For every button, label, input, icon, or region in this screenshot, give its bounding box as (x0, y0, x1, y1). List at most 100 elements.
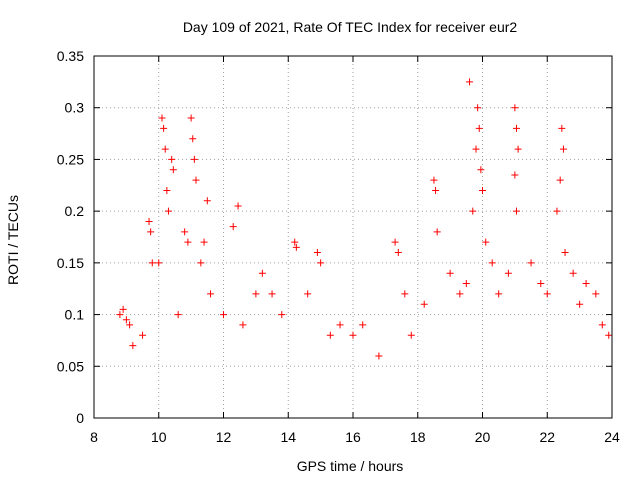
data-point (234, 202, 242, 210)
data-point (537, 280, 545, 288)
x-tick-label: 24 (604, 429, 620, 445)
data-point (190, 155, 198, 163)
data-point (495, 290, 503, 298)
tick-layer: 8 10 12 14 16 18 20 22 24 0 0.05 0.1 0.15 0.2 0.25 0.3 0… (57, 48, 620, 445)
grid-layer (94, 56, 612, 418)
data-point (466, 78, 474, 86)
data-point (164, 207, 172, 215)
data-point (407, 331, 415, 339)
data-point (391, 238, 399, 246)
y-tick-label: 0 (76, 410, 84, 426)
data-point (556, 176, 564, 184)
data-point (187, 114, 195, 122)
data-point (527, 259, 535, 267)
data-point (326, 331, 334, 339)
data-point (181, 228, 189, 236)
x-tick-label: 22 (539, 429, 555, 445)
data-point (401, 290, 409, 298)
data-point (268, 290, 276, 298)
data-point (161, 145, 169, 153)
data-point (278, 311, 286, 319)
y-tick-label: 0.35 (57, 48, 84, 64)
data-point (147, 228, 155, 236)
data-point (349, 331, 357, 339)
y-axis-label: ROTI / TECUs (5, 195, 21, 285)
data-point (207, 290, 215, 298)
data-point (252, 290, 260, 298)
y-tick-label: 0.05 (57, 358, 84, 374)
data-point (200, 238, 208, 246)
data-point (292, 243, 300, 251)
data-point (317, 259, 325, 267)
x-tick-label: 16 (345, 429, 361, 445)
data-point (482, 238, 490, 246)
data-point (220, 311, 227, 319)
x-axis-label: GPS time / hours (297, 458, 404, 474)
data-point (488, 259, 496, 267)
data-point (169, 166, 177, 174)
data-point (139, 331, 147, 339)
data-point (119, 305, 127, 313)
data-point (462, 280, 470, 288)
data-point (504, 269, 512, 277)
data-point (122, 316, 130, 324)
data-point (158, 114, 166, 122)
data-point (446, 269, 454, 277)
data-point (472, 145, 480, 153)
data-point (475, 124, 483, 132)
data-point (174, 311, 182, 319)
data-point (336, 321, 344, 329)
y-tick-label: 0.2 (65, 203, 85, 219)
data-point (512, 124, 520, 132)
y-tick-label: 0.15 (57, 255, 84, 271)
x-tick-label: 10 (151, 429, 167, 445)
data-point (145, 217, 153, 225)
data-point (430, 176, 438, 184)
data-point (479, 186, 486, 194)
data-point (469, 207, 477, 215)
y-tick-label: 0.25 (57, 151, 84, 167)
data-point (184, 238, 192, 246)
data-point (148, 259, 156, 267)
data-point (559, 145, 567, 153)
data-point (258, 269, 266, 277)
x-tick-label: 8 (90, 429, 98, 445)
data-point (511, 171, 519, 179)
data-point (420, 300, 428, 308)
data-point (553, 207, 561, 215)
data-point (432, 186, 440, 194)
points-layer (116, 78, 613, 360)
data-point (605, 331, 613, 339)
data-point (160, 124, 168, 132)
data-point (313, 249, 321, 257)
data-point (561, 249, 569, 257)
data-point (116, 311, 124, 319)
data-point (192, 176, 200, 184)
data-point (433, 228, 441, 236)
x-tick-label: 20 (475, 429, 491, 445)
x-tick-label: 14 (280, 429, 296, 445)
data-point (456, 290, 464, 298)
data-point (163, 186, 171, 194)
data-point (394, 249, 402, 257)
data-point (569, 269, 577, 277)
data-point (197, 259, 205, 267)
data-point (304, 290, 312, 298)
data-point (582, 280, 590, 288)
data-point (229, 223, 237, 231)
data-point (168, 155, 176, 163)
data-point (155, 259, 163, 267)
data-point (514, 145, 522, 153)
x-tick-label: 18 (410, 429, 426, 445)
data-point (189, 135, 197, 143)
data-point (477, 166, 485, 174)
data-point (239, 321, 247, 329)
data-point (474, 104, 482, 112)
y-tick-label: 0.3 (65, 100, 85, 116)
data-point (129, 342, 137, 350)
data-point (511, 104, 519, 112)
data-point (512, 207, 520, 215)
data-point (576, 300, 584, 308)
data-point (375, 352, 383, 360)
